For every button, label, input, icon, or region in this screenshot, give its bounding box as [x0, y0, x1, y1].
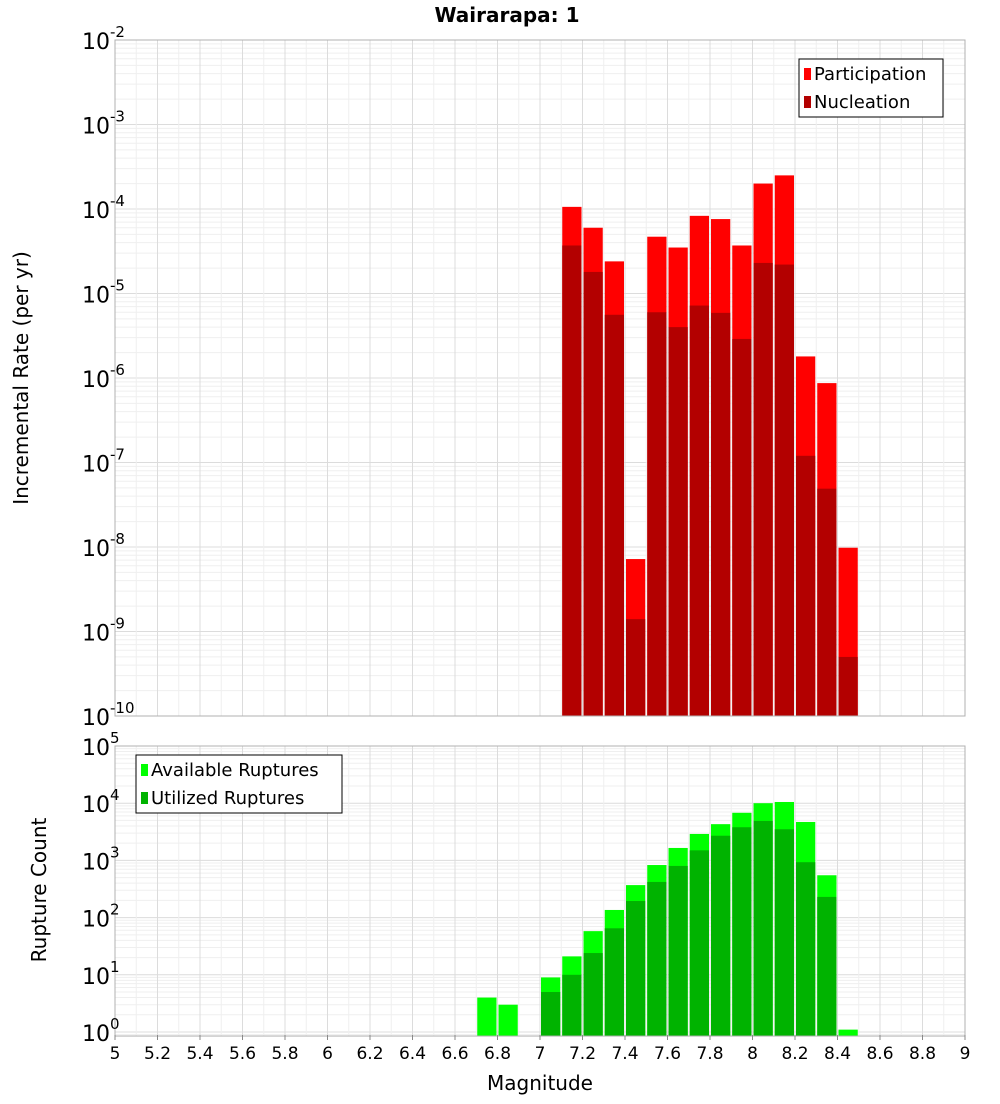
bottom-legend-swatch — [141, 764, 148, 776]
bottom-bar-utilized-ruptures — [817, 896, 837, 1037]
bottom-y-tick-label: 104 — [82, 786, 120, 818]
top-bar-nucleation — [711, 312, 731, 716]
x-tick-label: 8.4 — [824, 1044, 851, 1064]
bottom-bar-utilized-ruptures — [541, 992, 561, 1037]
top-bar-nucleation — [647, 312, 667, 716]
x-tick-label: 7.8 — [696, 1044, 723, 1064]
x-tick-label: 7.2 — [569, 1044, 596, 1064]
top-y-tick-label: 10-6 — [82, 361, 125, 393]
bottom-bar-utilized-ruptures — [647, 881, 667, 1037]
top-y-tick-label: 10-9 — [82, 615, 125, 647]
bottom-y-axis-label: Rupture Count — [27, 817, 51, 962]
top-bar-nucleation — [796, 455, 816, 716]
top-bar-nucleation — [838, 656, 858, 716]
x-tick-label: 5.2 — [144, 1044, 171, 1064]
bottom-legend-swatch — [141, 792, 148, 804]
bottom-bar-utilized-ruptures — [668, 865, 688, 1037]
top-legend-swatch — [804, 96, 811, 108]
top-y-tick-label: 10-3 — [82, 108, 125, 140]
top-y-tick-label: 10-7 — [82, 446, 125, 478]
bottom-bar-available-ruptures — [477, 997, 497, 1037]
top-y-tick-label: 10-2 — [82, 23, 125, 55]
top-plot-border — [114, 39, 966, 717]
x-tick-label: 7.4 — [611, 1044, 638, 1064]
x-tick-label: 6.6 — [441, 1044, 468, 1064]
top-y-tick-label: 10-8 — [82, 530, 125, 562]
top-bar-nucleation — [626, 619, 646, 716]
x-tick-label: 7 — [535, 1044, 546, 1064]
x-axis-label: Magnitude — [487, 1071, 593, 1095]
bottom-bar-utilized-ruptures — [711, 835, 731, 1037]
x-tick-label: 9 — [960, 1044, 971, 1064]
bottom-bar-available-ruptures — [838, 1029, 858, 1037]
top-legend — [798, 58, 944, 118]
bottom-bar-utilized-ruptures — [796, 862, 816, 1037]
x-tick-label: 5.4 — [186, 1044, 213, 1064]
top-y-tick-label: 10-4 — [82, 192, 125, 224]
top-bar-nucleation — [689, 305, 709, 716]
x-tick-label: 7.6 — [654, 1044, 681, 1064]
top-legend-label: Participation — [814, 64, 926, 85]
top-bar-nucleation — [583, 271, 603, 716]
bottom-bar-utilized-ruptures — [732, 827, 752, 1037]
top-bar-nucleation — [562, 245, 582, 717]
bottom-bar-utilized-ruptures — [562, 974, 582, 1037]
bottom-bar-utilized-ruptures — [604, 928, 624, 1037]
x-tick-label: 5 — [110, 1044, 121, 1064]
bottom-bar-utilized-ruptures — [626, 901, 646, 1037]
x-tick-label: 6.2 — [356, 1044, 383, 1064]
top-bar-nucleation — [753, 262, 773, 716]
top-y-tick-label: 10-10 — [82, 699, 135, 731]
x-tick-label: 5.8 — [271, 1044, 298, 1064]
bottom-legend-label: Available Ruptures — [151, 760, 319, 781]
bottom-bar-utilized-ruptures — [583, 953, 603, 1037]
x-tick-label: 6.8 — [484, 1044, 511, 1064]
bottom-y-tick-label: 105 — [82, 729, 120, 761]
bottom-legend-label: Utilized Ruptures — [151, 788, 304, 809]
top-bar-nucleation — [732, 338, 752, 716]
x-tick-label: 6.4 — [399, 1044, 426, 1064]
bottom-bar-utilized-ruptures — [689, 850, 709, 1037]
bottom-bar-utilized-ruptures — [774, 829, 794, 1037]
x-tick-label: 8.2 — [781, 1044, 808, 1064]
bottom-y-tick-label: 102 — [82, 901, 120, 933]
bottom-y-tick-label: 100 — [82, 1015, 120, 1047]
bottom-y-tick-label: 101 — [82, 958, 120, 990]
x-tick-label: 5.6 — [229, 1044, 256, 1064]
top-bar-nucleation — [774, 264, 794, 716]
bottom-bar-utilized-ruptures — [753, 820, 773, 1037]
bottom-y-tick-label: 103 — [82, 843, 120, 875]
x-tick-label: 8 — [747, 1044, 758, 1064]
bottom-bar-available-ruptures — [498, 1004, 518, 1037]
x-tick-label: 6 — [322, 1044, 333, 1064]
top-legend-label: Nucleation — [814, 92, 910, 113]
top-y-tick-label: 10-5 — [82, 277, 125, 309]
top-bar-nucleation — [817, 488, 837, 716]
top-bar-nucleation — [604, 314, 624, 716]
top-legend-swatch — [804, 68, 811, 80]
bottom-legend — [135, 754, 343, 814]
chart-title: Wairarapa: 1 — [434, 3, 579, 27]
x-tick-label: 8.8 — [909, 1044, 936, 1064]
top-bar-nucleation — [668, 327, 688, 716]
top-y-axis-label: Incremental Rate (per yr) — [9, 251, 33, 505]
x-tick-label: 8.6 — [866, 1044, 893, 1064]
